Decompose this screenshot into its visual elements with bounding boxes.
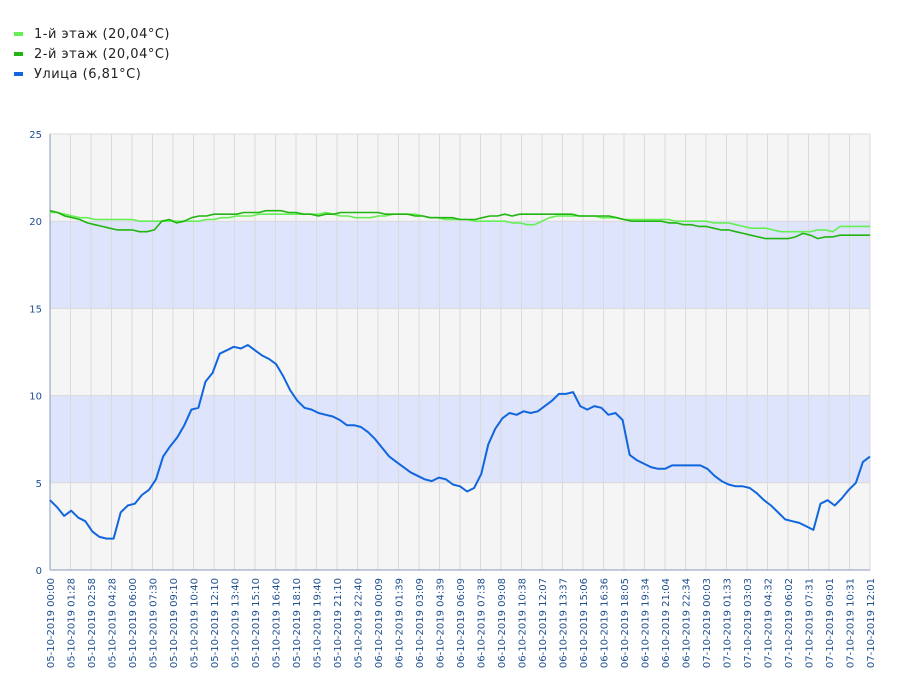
- legend-label-floor2: 2-й этаж (20,04°C): [34, 46, 170, 62]
- x-tick-label: 05-10-2019 04:28: [108, 578, 119, 668]
- series-line-1: [49, 209, 870, 240]
- legend-label-street: Улица (6,81°C): [34, 66, 142, 82]
- x-tick-label: 06-10-2019 06:09: [456, 578, 467, 668]
- x-tick-label: 05-10-2019 10:40: [190, 578, 201, 668]
- x-tick-label: 05-10-2019 06:00: [128, 578, 139, 668]
- legend-item-street: Улица (6,81°C): [14, 64, 170, 84]
- x-tick-label: 05-10-2019 22:40: [354, 578, 365, 668]
- x-tick-label: 06-10-2019 00:09: [374, 578, 385, 668]
- y-tick-label: 5: [36, 479, 42, 490]
- legend-label-floor1: 1-й этаж (20,04°C): [34, 26, 170, 42]
- x-tick-label: 06-10-2019 21:04: [661, 578, 672, 668]
- legend: 1-й этаж (20,04°C) 2-й этаж (20,04°C) Ул…: [14, 24, 170, 84]
- x-tick-label: 06-10-2019 01:39: [395, 578, 406, 668]
- x-tick-label: 06-10-2019 12:07: [538, 578, 549, 668]
- x-tick-label: 05-10-2019 19:40: [313, 578, 324, 668]
- x-tick-label: 06-10-2019 09:08: [497, 578, 508, 668]
- x-tick-label: 07-10-2019 10:31: [846, 578, 857, 668]
- x-tick-label: 07-10-2019 03:03: [743, 578, 754, 668]
- x-tick-label: 05-10-2019 12:10: [210, 578, 221, 668]
- x-tick-label: 07-10-2019 00:03: [702, 578, 713, 668]
- x-tick-label: 05-10-2019 21:10: [333, 578, 344, 668]
- x-tick-label: 06-10-2019 16:36: [600, 578, 611, 668]
- x-tick-label: 07-10-2019 09:01: [825, 578, 836, 668]
- x-tick-label: 06-10-2019 13:37: [559, 578, 570, 668]
- x-tick-label: 06-10-2019 18:05: [620, 578, 631, 668]
- x-tick-label: 07-10-2019 06:02: [784, 578, 795, 668]
- x-tick-label: 06-10-2019 15:06: [579, 578, 590, 668]
- x-tick-label: 05-10-2019 09:10: [169, 578, 180, 668]
- legend-swatch-floor2: [14, 52, 23, 56]
- x-tick-label: 05-10-2019 16:40: [272, 578, 283, 668]
- x-tick-label: 05-10-2019 00:00: [46, 578, 57, 668]
- y-tick-label: 10: [29, 392, 42, 403]
- series-line-2: [49, 344, 871, 540]
- x-tick-label: 05-10-2019 01:28: [67, 578, 78, 668]
- x-tick-label: 05-10-2019 18:10: [292, 578, 303, 668]
- x-tick-label: 06-10-2019 19:34: [641, 578, 652, 668]
- x-tick-label: 06-10-2019 10:38: [518, 578, 529, 668]
- x-tick-label: 07-10-2019 04:32: [764, 578, 775, 668]
- x-tick-label: 06-10-2019 03:09: [415, 578, 426, 668]
- x-tick-label: 05-10-2019 02:58: [87, 578, 98, 668]
- y-tick-label: 25: [29, 130, 42, 141]
- x-tick-label: 05-10-2019 13:40: [231, 578, 242, 668]
- y-tick-label: 0: [36, 566, 42, 577]
- y-tick-label: 20: [29, 217, 42, 228]
- x-tick-label: 07-10-2019 12:01: [866, 578, 877, 668]
- y-tick-label: 15: [29, 304, 42, 315]
- x-tick-label: 05-10-2019 07:30: [149, 578, 160, 668]
- x-tick-label: 06-10-2019 04:39: [436, 578, 447, 668]
- x-tick-label: 07-10-2019 01:33: [723, 578, 734, 668]
- legend-item-floor2: 2-й этаж (20,04°C): [14, 44, 170, 64]
- x-tick-label: 06-10-2019 22:34: [682, 578, 693, 668]
- x-tick-label: 05-10-2019 15:10: [251, 578, 262, 668]
- legend-item-floor1: 1-й этаж (20,04°C): [14, 24, 170, 44]
- x-tick-label: 06-10-2019 07:38: [477, 578, 488, 668]
- x-tick-label: 07-10-2019 07:31: [805, 578, 816, 668]
- legend-swatch-floor1: [14, 32, 23, 36]
- legend-swatch-street: [14, 72, 23, 76]
